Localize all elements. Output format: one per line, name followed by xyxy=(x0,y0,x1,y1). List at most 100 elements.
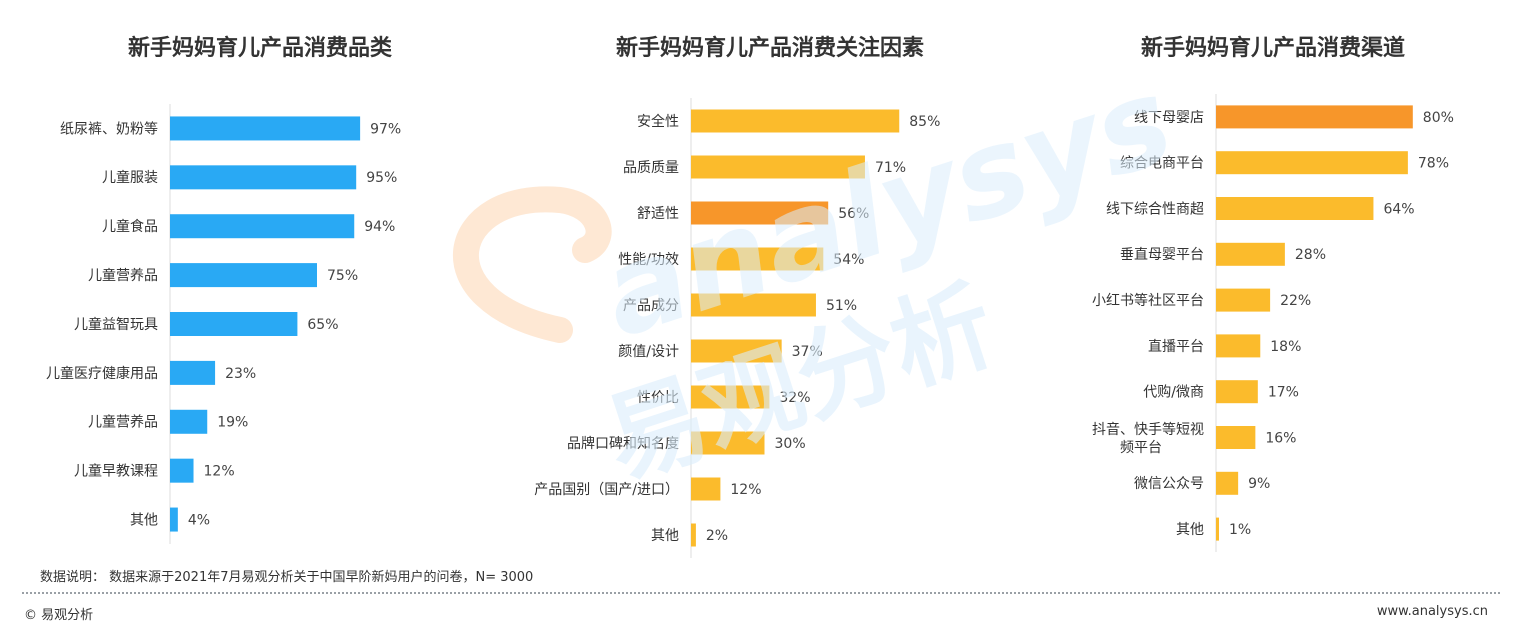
category-label: 纸尿裤、奶粉等 xyxy=(60,120,158,137)
bar xyxy=(691,293,816,317)
chart-panel-factors: 新手妈妈育儿产品消费关注因素 安全性 85% 品质质量 71% 舒适性 56% 性能/功效 5… xyxy=(510,0,1030,560)
bar xyxy=(170,507,178,532)
value-label: 12% xyxy=(204,464,235,480)
value-label: 97% xyxy=(370,121,401,137)
category-label: 垂直母婴平台 xyxy=(1120,246,1204,263)
bar xyxy=(691,201,829,225)
value-label: 75% xyxy=(327,268,358,284)
category-label: 微信公众号 xyxy=(1134,476,1204,492)
bar-chart-categories: 纸尿裤、奶粉等 97% 儿童服装 95% 儿童食品 94% 儿童营养品 75% 儿童益智玩具 65… xyxy=(46,104,401,544)
bar xyxy=(1216,471,1239,495)
value-label: 9% xyxy=(1248,476,1270,492)
category-label: 线下综合性商超 xyxy=(1106,201,1204,217)
bar xyxy=(170,214,355,239)
chart-title: 新手妈妈育儿产品消费渠道 xyxy=(1140,36,1405,61)
bar-chart-factors: 安全性 85% 品质质量 71% 舒适性 56% 性能/功效 54% 产品成分 51% 颜值/设计 3… xyxy=(534,98,940,558)
value-label: 22% xyxy=(1280,293,1311,309)
value-label: 4% xyxy=(188,512,210,528)
bar xyxy=(691,155,865,179)
value-label: 65% xyxy=(307,317,338,333)
category-label: 产品成分 xyxy=(623,298,679,314)
value-label: 71% xyxy=(875,160,906,176)
category-label: 颜值/设计 xyxy=(618,344,679,360)
category-label: 直播平台 xyxy=(1148,338,1204,355)
category-label: 安全性 xyxy=(637,113,679,130)
bar xyxy=(691,109,900,133)
category-label: 抖音、快手等短视频平台 xyxy=(1092,421,1204,456)
chart-title: 新手妈妈育儿产品消费品类 xyxy=(127,36,392,61)
category-label: 性价比 xyxy=(637,390,679,406)
footer-brand: © 易观分析 xyxy=(24,608,94,623)
value-label: 64% xyxy=(1383,201,1414,217)
bar xyxy=(691,339,782,363)
value-label: 51% xyxy=(826,298,857,314)
value-label: 28% xyxy=(1295,247,1326,263)
category-label: 儿童食品 xyxy=(102,218,158,235)
value-label: 95% xyxy=(366,170,397,186)
bar xyxy=(691,431,765,455)
value-label: 18% xyxy=(1270,339,1301,355)
value-label: 2% xyxy=(706,528,728,544)
bar xyxy=(1216,334,1261,358)
category-label: 儿童早教课程 xyxy=(74,463,158,480)
value-label: 94% xyxy=(364,219,395,235)
bar-chart-channels: 线下母婴店 80% 综合电商平台 78% 线下综合性商超 64% 垂直母婴平台 28% 小红书等… xyxy=(1092,94,1454,552)
bar xyxy=(170,409,208,434)
category-label: 儿童服装 xyxy=(102,169,158,186)
bar xyxy=(1216,105,1413,129)
bar xyxy=(691,247,824,271)
value-label: 16% xyxy=(1265,430,1296,446)
category-label: 小红书等社区平台 xyxy=(1092,292,1204,309)
category-label: 儿童益智玩具 xyxy=(74,316,158,333)
bar xyxy=(170,312,298,336)
value-label: 19% xyxy=(217,415,248,431)
value-label: 17% xyxy=(1268,385,1299,401)
value-label: 32% xyxy=(779,390,810,406)
bar xyxy=(170,360,216,385)
value-label: 56% xyxy=(838,206,869,222)
value-label: 23% xyxy=(225,366,256,382)
bar xyxy=(1216,380,1258,404)
bar xyxy=(691,477,721,501)
value-label: 30% xyxy=(775,436,806,452)
value-label: 54% xyxy=(833,252,864,268)
category-label: 儿童营养品 xyxy=(88,414,158,431)
bar xyxy=(1216,242,1285,266)
footer-website[interactable]: www.analysys.cn xyxy=(1376,604,1488,619)
bar xyxy=(170,165,357,190)
category-label: 线下母婴店 xyxy=(1134,110,1204,126)
chart-panel-categories: 新手妈妈育儿产品消费品类 纸尿裤、奶粉等 97% 儿童服装 95% 儿童食品 94% 儿童营… xyxy=(0,0,520,560)
category-label: 儿童营养品 xyxy=(88,267,158,284)
category-label: 产品国别（国产/进口） xyxy=(534,482,679,498)
bar xyxy=(1216,426,1256,449)
category-label: 性能/功效 xyxy=(618,252,679,268)
category-label: 儿童医疗健康用品 xyxy=(46,365,158,382)
category-label: 代购/微商 xyxy=(1143,385,1204,401)
category-label: 品质质量 xyxy=(623,160,679,176)
footer-divider xyxy=(22,592,1500,594)
value-label: 78% xyxy=(1418,156,1449,172)
value-label: 1% xyxy=(1229,522,1251,538)
bar xyxy=(1216,197,1374,220)
data-source-note: 数据说明： 数据来源于2021年7月易观分析关于中国早阶新妈用户的问卷，N= 3… xyxy=(40,570,534,585)
bar xyxy=(1216,517,1219,541)
category-label: 其他 xyxy=(1176,522,1204,538)
bar xyxy=(1216,288,1271,312)
category-label: 其他 xyxy=(130,512,158,528)
category-label: 品牌口碑和知名度 xyxy=(567,435,679,452)
value-label: 85% xyxy=(909,114,940,130)
bar xyxy=(691,385,770,409)
bar xyxy=(170,458,194,483)
value-label: 80% xyxy=(1423,110,1454,126)
chart-title: 新手妈妈育儿产品消费关注因素 xyxy=(615,36,924,61)
category-label: 舒适性 xyxy=(637,206,679,222)
value-label: 37% xyxy=(792,344,823,360)
category-label: 综合电商平台 xyxy=(1120,156,1204,172)
category-label: 其他 xyxy=(651,528,679,544)
chart-panel-channels: 新手妈妈育儿产品消费渠道 线下母婴店 80% 综合电商平台 78% 线下综合性商超 64%… xyxy=(1030,0,1516,560)
value-label: 12% xyxy=(730,482,761,498)
bar xyxy=(170,263,317,288)
bar xyxy=(1216,151,1408,175)
bar xyxy=(691,523,696,547)
bar xyxy=(170,116,361,141)
